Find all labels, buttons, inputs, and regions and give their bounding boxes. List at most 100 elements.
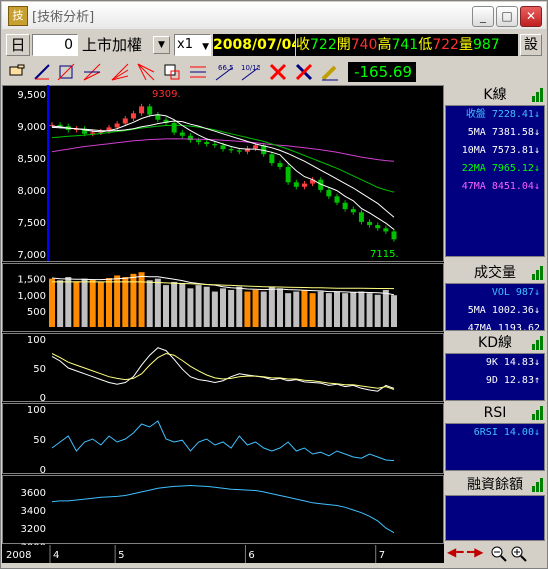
bar-chart-icon[interactable] [532, 478, 543, 492]
candle-body [334, 196, 340, 203]
volume-bar [350, 292, 357, 327]
kline-value-row: 5MA 7381.58↓ [446, 124, 544, 142]
delete-line-icon[interactable] [268, 62, 288, 82]
horizontal-lines-icon[interactable] [188, 62, 208, 82]
value-label: 6RSI [473, 427, 498, 438]
stock-code-input[interactable]: 0 [32, 34, 78, 56]
zoom-select[interactable]: x1 ▼ [174, 34, 211, 56]
value-label: 5MA [467, 305, 486, 316]
ma5-line [51, 114, 395, 230]
candle-body [261, 145, 267, 155]
kd-values: 9K 14.83↓ 9D 12.83↑ [445, 353, 545, 401]
margin-values [445, 495, 545, 541]
zoom-out-icon[interactable] [491, 546, 507, 562]
hand-pointer-icon[interactable] [7, 62, 27, 82]
value-label: 10MA [461, 145, 486, 156]
volume-bar [49, 278, 55, 327]
cycle-tool-icon[interactable]: 10/15 [240, 62, 261, 82]
tools-toolbar: 66.5 10/15 -165.69 [2, 59, 546, 85]
candle-body [171, 122, 177, 133]
speed-line-icon[interactable] [110, 62, 130, 82]
delete-all-icon[interactable] [294, 62, 314, 82]
volume-bar [285, 293, 292, 327]
value-number: 12.83 [503, 375, 534, 386]
arrow-right-icon[interactable]: ━▶ [467, 545, 484, 559]
volume-bar [211, 291, 218, 327]
candle-body [277, 163, 283, 167]
volume-bar [130, 273, 137, 327]
x-axis-strip [2, 545, 444, 563]
rsi-pane-frame [2, 403, 444, 474]
bar-chart-icon[interactable] [532, 266, 543, 280]
candle-body [187, 135, 193, 141]
kline-side-panel: K線 收盤 7228.41↓ 5MA 7381.58↓ 10MA 7573.81↓ 22MA… [445, 85, 545, 261]
period-day-button[interactable]: 日 [6, 34, 30, 56]
value-label: VOL [491, 287, 510, 298]
volume-bar [57, 280, 64, 327]
volume-side-panel: 成交量 VOL 987↓ 5MA 1002.36↓ 47MA 1193.62 [445, 263, 545, 331]
trendline-tool-icon[interactable] [32, 62, 52, 82]
candle-body [90, 132, 96, 134]
volume-bar [317, 291, 324, 327]
close-value: 722 [310, 37, 337, 53]
rsi-title-text: RSI [483, 405, 507, 421]
arrow-left-icon[interactable]: ◀━ [447, 545, 464, 559]
gann-fan-icon[interactable] [136, 62, 156, 82]
value-label: 9D [485, 375, 498, 386]
bar-chart-icon[interactable] [532, 336, 543, 350]
fibonacci-tool-icon[interactable]: 66.5 [214, 62, 234, 82]
low-price-label: 7115. [370, 249, 399, 260]
candle-body [73, 128, 79, 130]
volume-bar [73, 281, 80, 327]
x-axis-month: 7 [379, 550, 385, 561]
value-number: 1002.36 [491, 305, 534, 316]
candle-body [179, 132, 185, 136]
pencil-icon[interactable] [320, 62, 340, 82]
volume-bar [81, 278, 88, 327]
stock-dropdown-button[interactable]: ▼ [153, 36, 170, 54]
channel-tool-icon[interactable] [56, 62, 76, 82]
high-value: 741 [391, 37, 419, 53]
chart-area[interactable]: 9,500 9,000 8,500 8,000 7,500 7,000 9309. 7115.… [2, 85, 444, 563]
volume-bar [277, 288, 283, 327]
candle-body [122, 118, 128, 124]
volume-bar [382, 289, 389, 327]
value-label: 47MA [467, 323, 492, 331]
title-bar[interactable]: 技 [技術分析] _ □ ✕ [2, 2, 546, 29]
ma22-line [51, 124, 395, 193]
low-value: 722 [432, 37, 459, 53]
settings-button[interactable]: 設 [520, 34, 542, 56]
minimize-button[interactable]: _ [472, 6, 494, 27]
fan-line-icon[interactable] [82, 62, 102, 82]
close-button[interactable]: ✕ [520, 6, 542, 27]
quote-bar: 收722開740高741低722量987 [296, 34, 518, 56]
close-label: 收 [296, 37, 310, 53]
candle-body [139, 106, 145, 114]
candle-body [391, 231, 397, 240]
bar-chart-icon[interactable] [532, 406, 543, 420]
volume-ytick-label: 1,500 [17, 275, 46, 286]
maximize-button[interactable]: □ [496, 6, 518, 27]
rsi-values: 6RSI 14.00↓ [445, 423, 545, 471]
rsi-value-row: 6RSI 14.00↓ [446, 424, 544, 442]
candle-body [196, 140, 202, 143]
zoom-in-icon[interactable] [511, 546, 527, 562]
candle-body [326, 189, 332, 197]
candle-body [163, 119, 169, 123]
trend-arrow-icon: ↓ [533, 181, 540, 192]
ma47-line [51, 138, 395, 162]
value-number: 7965.12 [491, 163, 534, 174]
value-label: 9K [485, 357, 498, 368]
bar-chart-icon[interactable] [532, 88, 543, 102]
volume-bar [252, 289, 259, 327]
volume-bar [366, 293, 373, 327]
volume-bar [106, 278, 112, 327]
chevron-down-icon: ▼ [202, 42, 209, 52]
volume-bar [374, 294, 381, 327]
volume-ytick-label: 1,000 [17, 291, 46, 302]
box-tool-icon[interactable] [162, 62, 182, 82]
volume-bar [122, 277, 129, 327]
x-axis-month: 6 [248, 550, 254, 561]
candle-body [375, 225, 381, 229]
volume-bar [309, 293, 316, 327]
